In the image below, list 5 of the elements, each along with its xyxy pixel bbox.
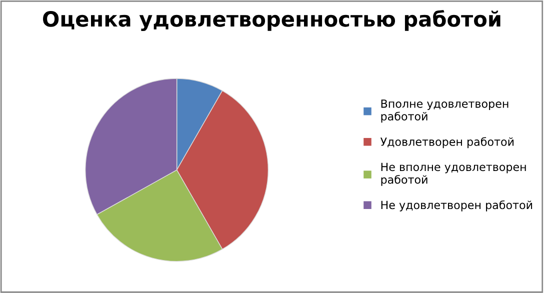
legend-label: Удовлетворен работой xyxy=(380,137,514,148)
legend-label: Не удовлетворен работой xyxy=(381,200,532,212)
legend-label: Вполне удовлетворен работой xyxy=(381,100,508,123)
chart-title: Оценка удовлетворенностью работой xyxy=(43,10,500,32)
legend-label: Не вполне удовлетворен работой xyxy=(381,162,526,186)
